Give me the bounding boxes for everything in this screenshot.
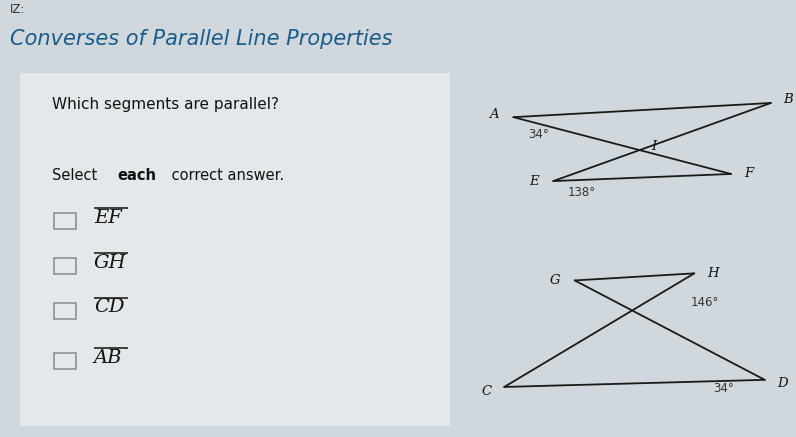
Text: IZ:: IZ: (10, 3, 25, 16)
Text: Which segments are parallel?: Which segments are parallel? (52, 97, 279, 112)
Text: D: D (778, 377, 788, 390)
Bar (54, 303, 76, 319)
Text: 34°: 34° (528, 128, 548, 142)
Text: 34°: 34° (713, 382, 734, 395)
Text: each: each (118, 168, 157, 183)
FancyBboxPatch shape (20, 73, 450, 426)
Bar (54, 353, 76, 369)
Text: 146°: 146° (690, 296, 719, 309)
Text: B: B (783, 94, 794, 107)
Text: Select: Select (52, 168, 102, 183)
Bar (54, 258, 76, 274)
Text: C: C (482, 385, 491, 398)
Text: F: F (743, 167, 753, 180)
Text: G: G (550, 274, 560, 287)
Bar (54, 213, 76, 229)
Text: Converses of Parallel Line Properties: Converses of Parallel Line Properties (10, 28, 392, 49)
Text: 138°: 138° (568, 186, 595, 198)
Text: correct answer.: correct answer. (167, 168, 284, 183)
Text: H: H (707, 267, 719, 280)
Text: AB: AB (94, 349, 123, 367)
Text: I: I (652, 140, 657, 153)
Text: EF: EF (94, 209, 122, 227)
Text: E: E (529, 174, 539, 187)
Text: A: A (490, 108, 499, 121)
Text: CD: CD (94, 298, 124, 316)
Text: GH: GH (94, 253, 127, 271)
